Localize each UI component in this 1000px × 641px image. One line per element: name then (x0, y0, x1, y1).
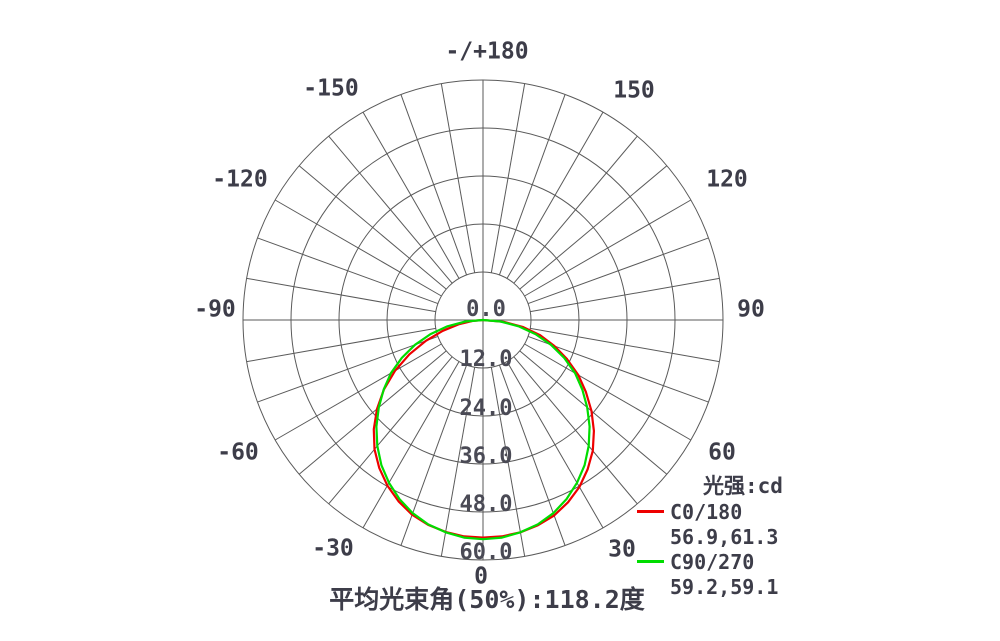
legend-entry-c0-180-values: 56.9,61.3 (637, 524, 857, 549)
angle-label-90: 90 (737, 296, 765, 323)
legend: 光强:cd C0/180 56.9,61.3 C90/270 59.2,59.1 (637, 474, 857, 599)
c0-180-line-swatch (637, 510, 664, 513)
beam-angles-value: 59.2,59.1 (670, 574, 779, 599)
radial-tick-label-36.0: 36.0 (459, 444, 513, 469)
intensity-curves (372, 318, 596, 541)
radial-tick-label-24.0: 24.0 (459, 396, 513, 421)
angle-label-30: -30 (312, 535, 354, 562)
radial-tick-label-48.0: 48.0 (459, 492, 513, 517)
angle-label-90: -90 (194, 296, 236, 323)
angle-label-60: -60 (217, 439, 259, 466)
angle-label-180: -/+180 (445, 38, 529, 65)
radial-tick-label-12.0: 12.0 (459, 347, 513, 372)
curve-c90-270 (375, 318, 591, 541)
angle-label-120: -120 (212, 166, 268, 193)
polar-grid (242, 79, 724, 561)
legend-entry-label: C90/270 (670, 549, 755, 574)
angle-label-150: -150 (303, 75, 359, 102)
legend-entry-label: C0/180 (670, 499, 743, 524)
angle-label-30: 30 (608, 536, 636, 563)
c90-270-line-swatch (637, 560, 664, 563)
average-beam-angle-caption: 平均光束角(50%):118.2度 (329, 585, 645, 614)
beam-angles-value: 56.9,61.3 (670, 524, 779, 549)
legend-entry-c90-270-values: 59.2,59.1 (637, 574, 857, 599)
angle-label-150: 150 (613, 77, 655, 104)
angle-label-120: 120 (706, 166, 748, 193)
legend-entry-c90-270: C90/270 (637, 549, 857, 574)
angle-label-60: 60 (708, 439, 736, 466)
radial-tick-label-0.0: 0.0 (466, 297, 506, 322)
legend-entry-c0-180: C0/180 (637, 499, 857, 524)
legend-title: 光强:cd (703, 474, 783, 498)
curve-c0-180 (372, 318, 596, 539)
radial-tick-label-60.0: 60.0 (459, 540, 513, 565)
angle-label-0: 0 (474, 563, 488, 590)
